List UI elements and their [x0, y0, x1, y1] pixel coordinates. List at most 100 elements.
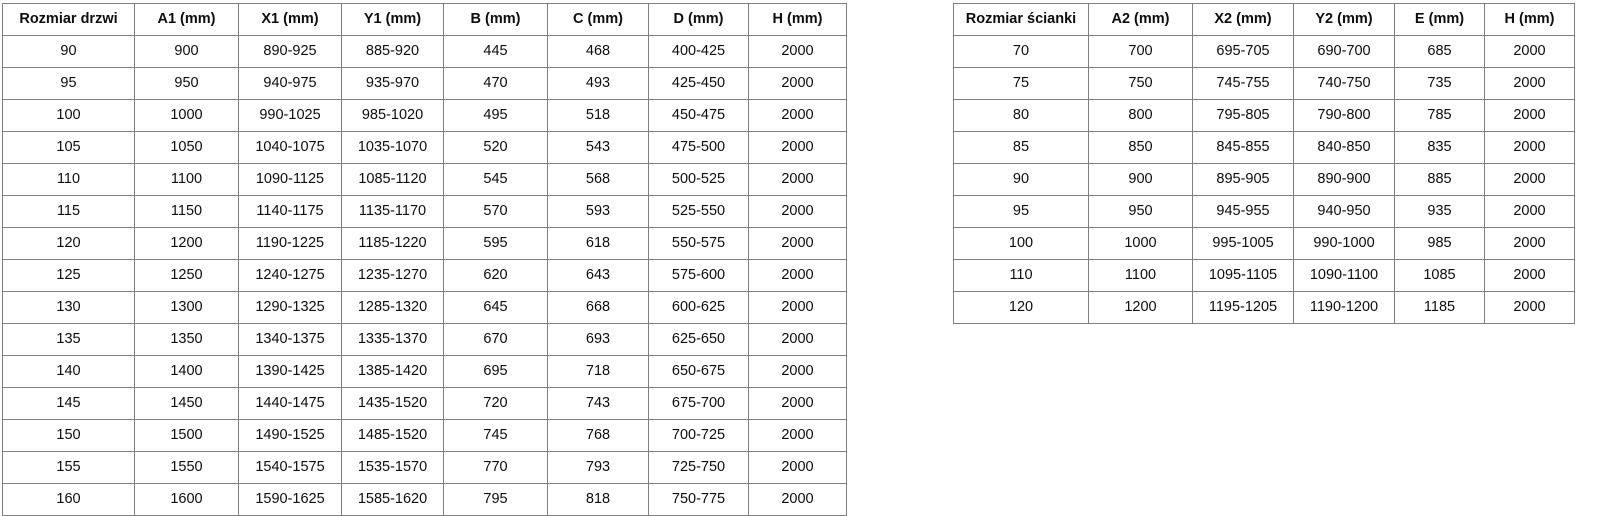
- panels-cell-r2-c2: 795-805: [1192, 99, 1294, 132]
- table-row: 110 1100 1095-1105 1090-1100 1085 2000: [953, 259, 1575, 292]
- doors-cell-r4-c6: 500-525: [648, 163, 749, 196]
- doors-cell-r10-c0: 140: [2, 355, 135, 388]
- doors-column-header-2: X1 (mm): [238, 3, 342, 36]
- doors-cell-r0-c0: 90: [2, 35, 135, 68]
- doors-cell-r0-c6: 400-425: [648, 35, 749, 68]
- doors-cell-r5-c3: 1135-1170: [341, 195, 444, 228]
- table-row: 100 1000 990-1025 985-1020 495 518 450-475 2000: [2, 99, 847, 132]
- doors-cell-r8-c7: 2000: [748, 291, 847, 324]
- panels-cell-r7-c1: 1100: [1088, 259, 1193, 292]
- table-row: 130 1300 1290-1325 1285-1320 645 668 600-625 20…: [2, 291, 847, 324]
- panels-cell-r2-c0: 80: [953, 99, 1089, 132]
- doors-cell-r12-c3: 1485-1520: [341, 419, 444, 452]
- doors-cell-r14-c1: 1600: [134, 483, 239, 516]
- doors-cell-r2-c6: 450-475: [648, 99, 749, 132]
- doors-cell-r6-c4: 595: [443, 227, 548, 260]
- doors-cell-r2-c0: 100: [2, 99, 135, 132]
- doors-cell-r10-c4: 695: [443, 355, 548, 388]
- doors-cell-r6-c3: 1185-1220: [341, 227, 444, 260]
- doors-column-header-1: A1 (mm): [134, 3, 239, 36]
- doors-cell-r9-c0: 135: [2, 323, 135, 356]
- doors-cell-r2-c2: 990-1025: [238, 99, 342, 132]
- doors-cell-r12-c4: 745: [443, 419, 548, 452]
- doors-cell-r14-c0: 160: [2, 483, 135, 516]
- doors-cell-r10-c1: 1400: [134, 355, 239, 388]
- table-row: 90 900 895-905 890-900 885 2000: [953, 163, 1575, 196]
- doors-cell-r3-c5: 543: [547, 131, 649, 164]
- table-row: 155 1550 1540-1575 1535-1570 770 793 725-750 20…: [2, 451, 847, 484]
- doors-column-header-4: B (mm): [443, 3, 548, 36]
- doors-cell-r2-c5: 518: [547, 99, 649, 132]
- panels-cell-r5-c5: 2000: [1484, 195, 1575, 228]
- panels-cell-r3-c5: 2000: [1484, 131, 1575, 164]
- doors-cell-r1-c6: 425-450: [648, 67, 749, 100]
- table-row: 125 1250 1240-1275 1235-1270 620 643 575-600 20…: [2, 259, 847, 292]
- panels-cell-r4-c1: 900: [1088, 163, 1193, 196]
- doors-table-body: 90 900 890-925 885-920 445 468 400-425 2000 95 95…: [2, 35, 847, 516]
- doors-cell-r13-c7: 2000: [748, 451, 847, 484]
- doors-specification-table: Rozmiar drzwi A1 (mm) X1 (mm) Y1 (mm) B (mm)…: [2, 3, 847, 516]
- doors-cell-r11-c1: 1450: [134, 387, 239, 420]
- doors-cell-r13-c6: 725-750: [648, 451, 749, 484]
- doors-cell-r11-c2: 1440-1475: [238, 387, 342, 420]
- doors-cell-r10-c6: 650-675: [648, 355, 749, 388]
- doors-cell-r6-c6: 550-575: [648, 227, 749, 260]
- panels-cell-r1-c1: 750: [1088, 67, 1193, 100]
- doors-cell-r4-c7: 2000: [748, 163, 847, 196]
- table-row: 120 1200 1195-1205 1190-1200 1185 2000: [953, 291, 1575, 324]
- panels-column-header-1: A2 (mm): [1088, 3, 1193, 36]
- panels-cell-r0-c4: 685: [1394, 35, 1485, 68]
- doors-cell-r11-c0: 145: [2, 387, 135, 420]
- doors-cell-r8-c3: 1285-1320: [341, 291, 444, 324]
- doors-cell-r1-c5: 493: [547, 67, 649, 100]
- panels-column-header-5: H (mm): [1484, 3, 1575, 36]
- panels-cell-r1-c2: 745-755: [1192, 67, 1294, 100]
- doors-cell-r11-c7: 2000: [748, 387, 847, 420]
- panels-cell-r2-c5: 2000: [1484, 99, 1575, 132]
- doors-cell-r7-c4: 620: [443, 259, 548, 292]
- doors-cell-r2-c3: 985-1020: [341, 99, 444, 132]
- panels-cell-r3-c3: 840-850: [1293, 131, 1395, 164]
- doors-cell-r9-c5: 693: [547, 323, 649, 356]
- doors-cell-r13-c2: 1540-1575: [238, 451, 342, 484]
- panels-cell-r1-c0: 75: [953, 67, 1089, 100]
- panels-cell-r5-c0: 95: [953, 195, 1089, 228]
- doors-cell-r9-c1: 1350: [134, 323, 239, 356]
- doors-column-header-3: Y1 (mm): [341, 3, 444, 36]
- doors-cell-r0-c5: 468: [547, 35, 649, 68]
- doors-cell-r0-c4: 445: [443, 35, 548, 68]
- doors-cell-r10-c2: 1390-1425: [238, 355, 342, 388]
- doors-cell-r14-c2: 1590-1625: [238, 483, 342, 516]
- panels-cell-r6-c5: 2000: [1484, 227, 1575, 260]
- doors-cell-r8-c2: 1290-1325: [238, 291, 342, 324]
- doors-cell-r4-c0: 110: [2, 163, 135, 196]
- panels-table-header: Rozmiar ścianki A2 (mm) X2 (mm) Y2 (mm) E (m…: [953, 3, 1575, 36]
- panels-column-header-3: Y2 (mm): [1293, 3, 1395, 36]
- doors-cell-r12-c6: 700-725: [648, 419, 749, 452]
- panels-cell-r0-c2: 695-705: [1192, 35, 1294, 68]
- doors-cell-r1-c2: 940-975: [238, 67, 342, 100]
- doors-cell-r1-c4: 470: [443, 67, 548, 100]
- panels-cell-r6-c1: 1000: [1088, 227, 1193, 260]
- doors-cell-r7-c5: 643: [547, 259, 649, 292]
- panels-cell-r8-c3: 1190-1200: [1293, 291, 1395, 324]
- table-row: 100 1000 995-1005 990-1000 985 2000: [953, 227, 1575, 260]
- doors-cell-r6-c2: 1190-1225: [238, 227, 342, 260]
- doors-cell-r4-c4: 545: [443, 163, 548, 196]
- doors-cell-r5-c5: 593: [547, 195, 649, 228]
- doors-cell-r7-c0: 125: [2, 259, 135, 292]
- panels-cell-r7-c4: 1085: [1394, 259, 1485, 292]
- panels-cell-r8-c0: 120: [953, 291, 1089, 324]
- panels-cell-r5-c4: 935: [1394, 195, 1485, 228]
- doors-cell-r13-c3: 1535-1570: [341, 451, 444, 484]
- doors-cell-r5-c2: 1140-1175: [238, 195, 342, 228]
- panels-cell-r3-c4: 835: [1394, 131, 1485, 164]
- doors-cell-r3-c6: 475-500: [648, 131, 749, 164]
- doors-cell-r8-c4: 645: [443, 291, 548, 324]
- panels-cell-r1-c4: 735: [1394, 67, 1485, 100]
- doors-cell-r0-c7: 2000: [748, 35, 847, 68]
- doors-cell-r6-c0: 120: [2, 227, 135, 260]
- panels-cell-r2-c1: 800: [1088, 99, 1193, 132]
- doors-cell-r14-c3: 1585-1620: [341, 483, 444, 516]
- doors-cell-r7-c6: 575-600: [648, 259, 749, 292]
